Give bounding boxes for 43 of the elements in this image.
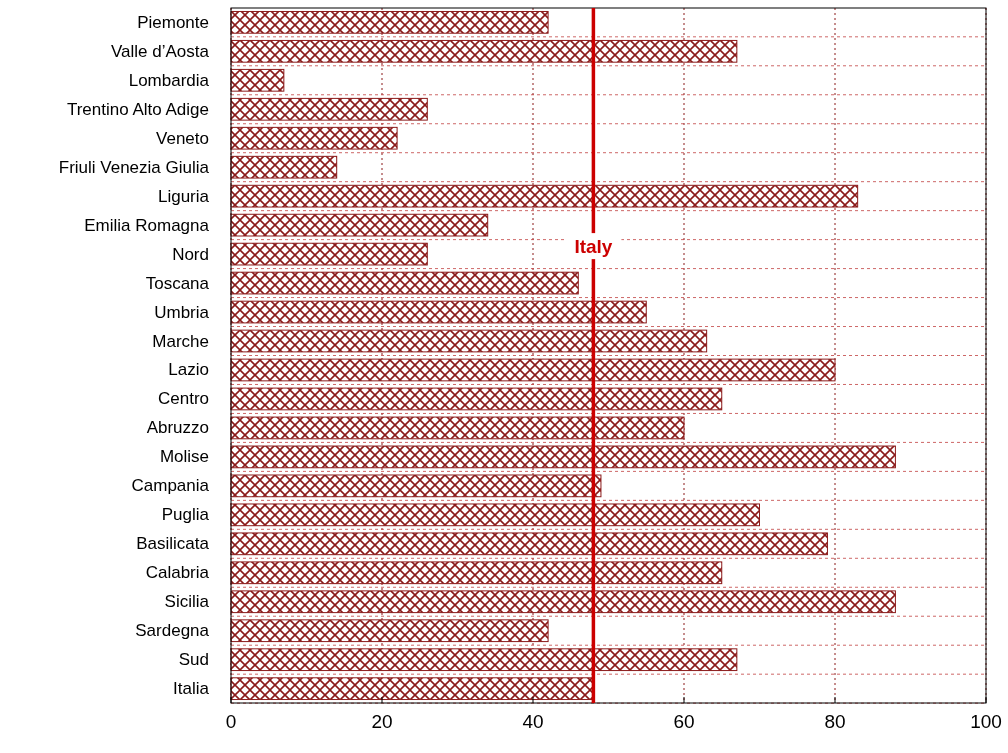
bar [230,503,760,527]
y-tick-label: Nord [172,244,209,264]
x-tick-label: 60 [673,711,695,732]
y-tick-label: Molise [159,447,209,467]
bar [230,155,338,179]
y-tick-label: Trentino Alto Adige [66,99,209,119]
bar [230,97,428,121]
y-tick-label: Lombardia [128,70,210,90]
y-tick-label: Italia [173,679,210,699]
y-tick-label: Calabria [145,563,210,583]
y-tick-label: Campania [131,476,210,496]
y-tick-label: Friuli Venezia Giulia [58,157,210,177]
y-tick-label: Liguria [157,186,210,206]
x-tick-label: 0 [225,711,237,732]
x-tick-label: 80 [824,711,846,732]
bar [230,532,828,556]
y-tick-label: Umbria [154,302,210,322]
y-tick-label: Sardegna [135,621,210,641]
y-tick-label: Piemonte [137,12,209,32]
ref-line-label: Italy [574,235,613,257]
x-tick-label: 100 [970,711,1002,732]
y-tick-label: Valle d’Aosta [111,41,210,61]
y-tick-label: Abruzzo [146,418,209,438]
y-tick-label: Veneto [156,128,209,148]
y-tick-label: Emilia Romagna [84,215,210,235]
y-tick-label: Sud [178,650,209,670]
bar [230,271,579,295]
y-tick-label: Sicilia [164,592,210,612]
bar [230,387,723,411]
y-tick-label: Toscana [145,273,210,293]
y-tick-label: Centro [157,389,209,409]
bar [230,358,836,382]
bar [230,68,285,92]
x-tick-label: 40 [522,711,544,732]
bar [230,126,398,150]
y-tick-label: Marche [152,331,209,351]
bar [230,677,594,701]
bar [230,648,738,672]
bar [230,242,428,266]
x-tick-label: 20 [371,711,393,732]
y-tick-label: Basilicata [136,534,210,554]
y-tick-label: Lazio [168,360,209,380]
y-tick-label: Puglia [161,505,210,525]
